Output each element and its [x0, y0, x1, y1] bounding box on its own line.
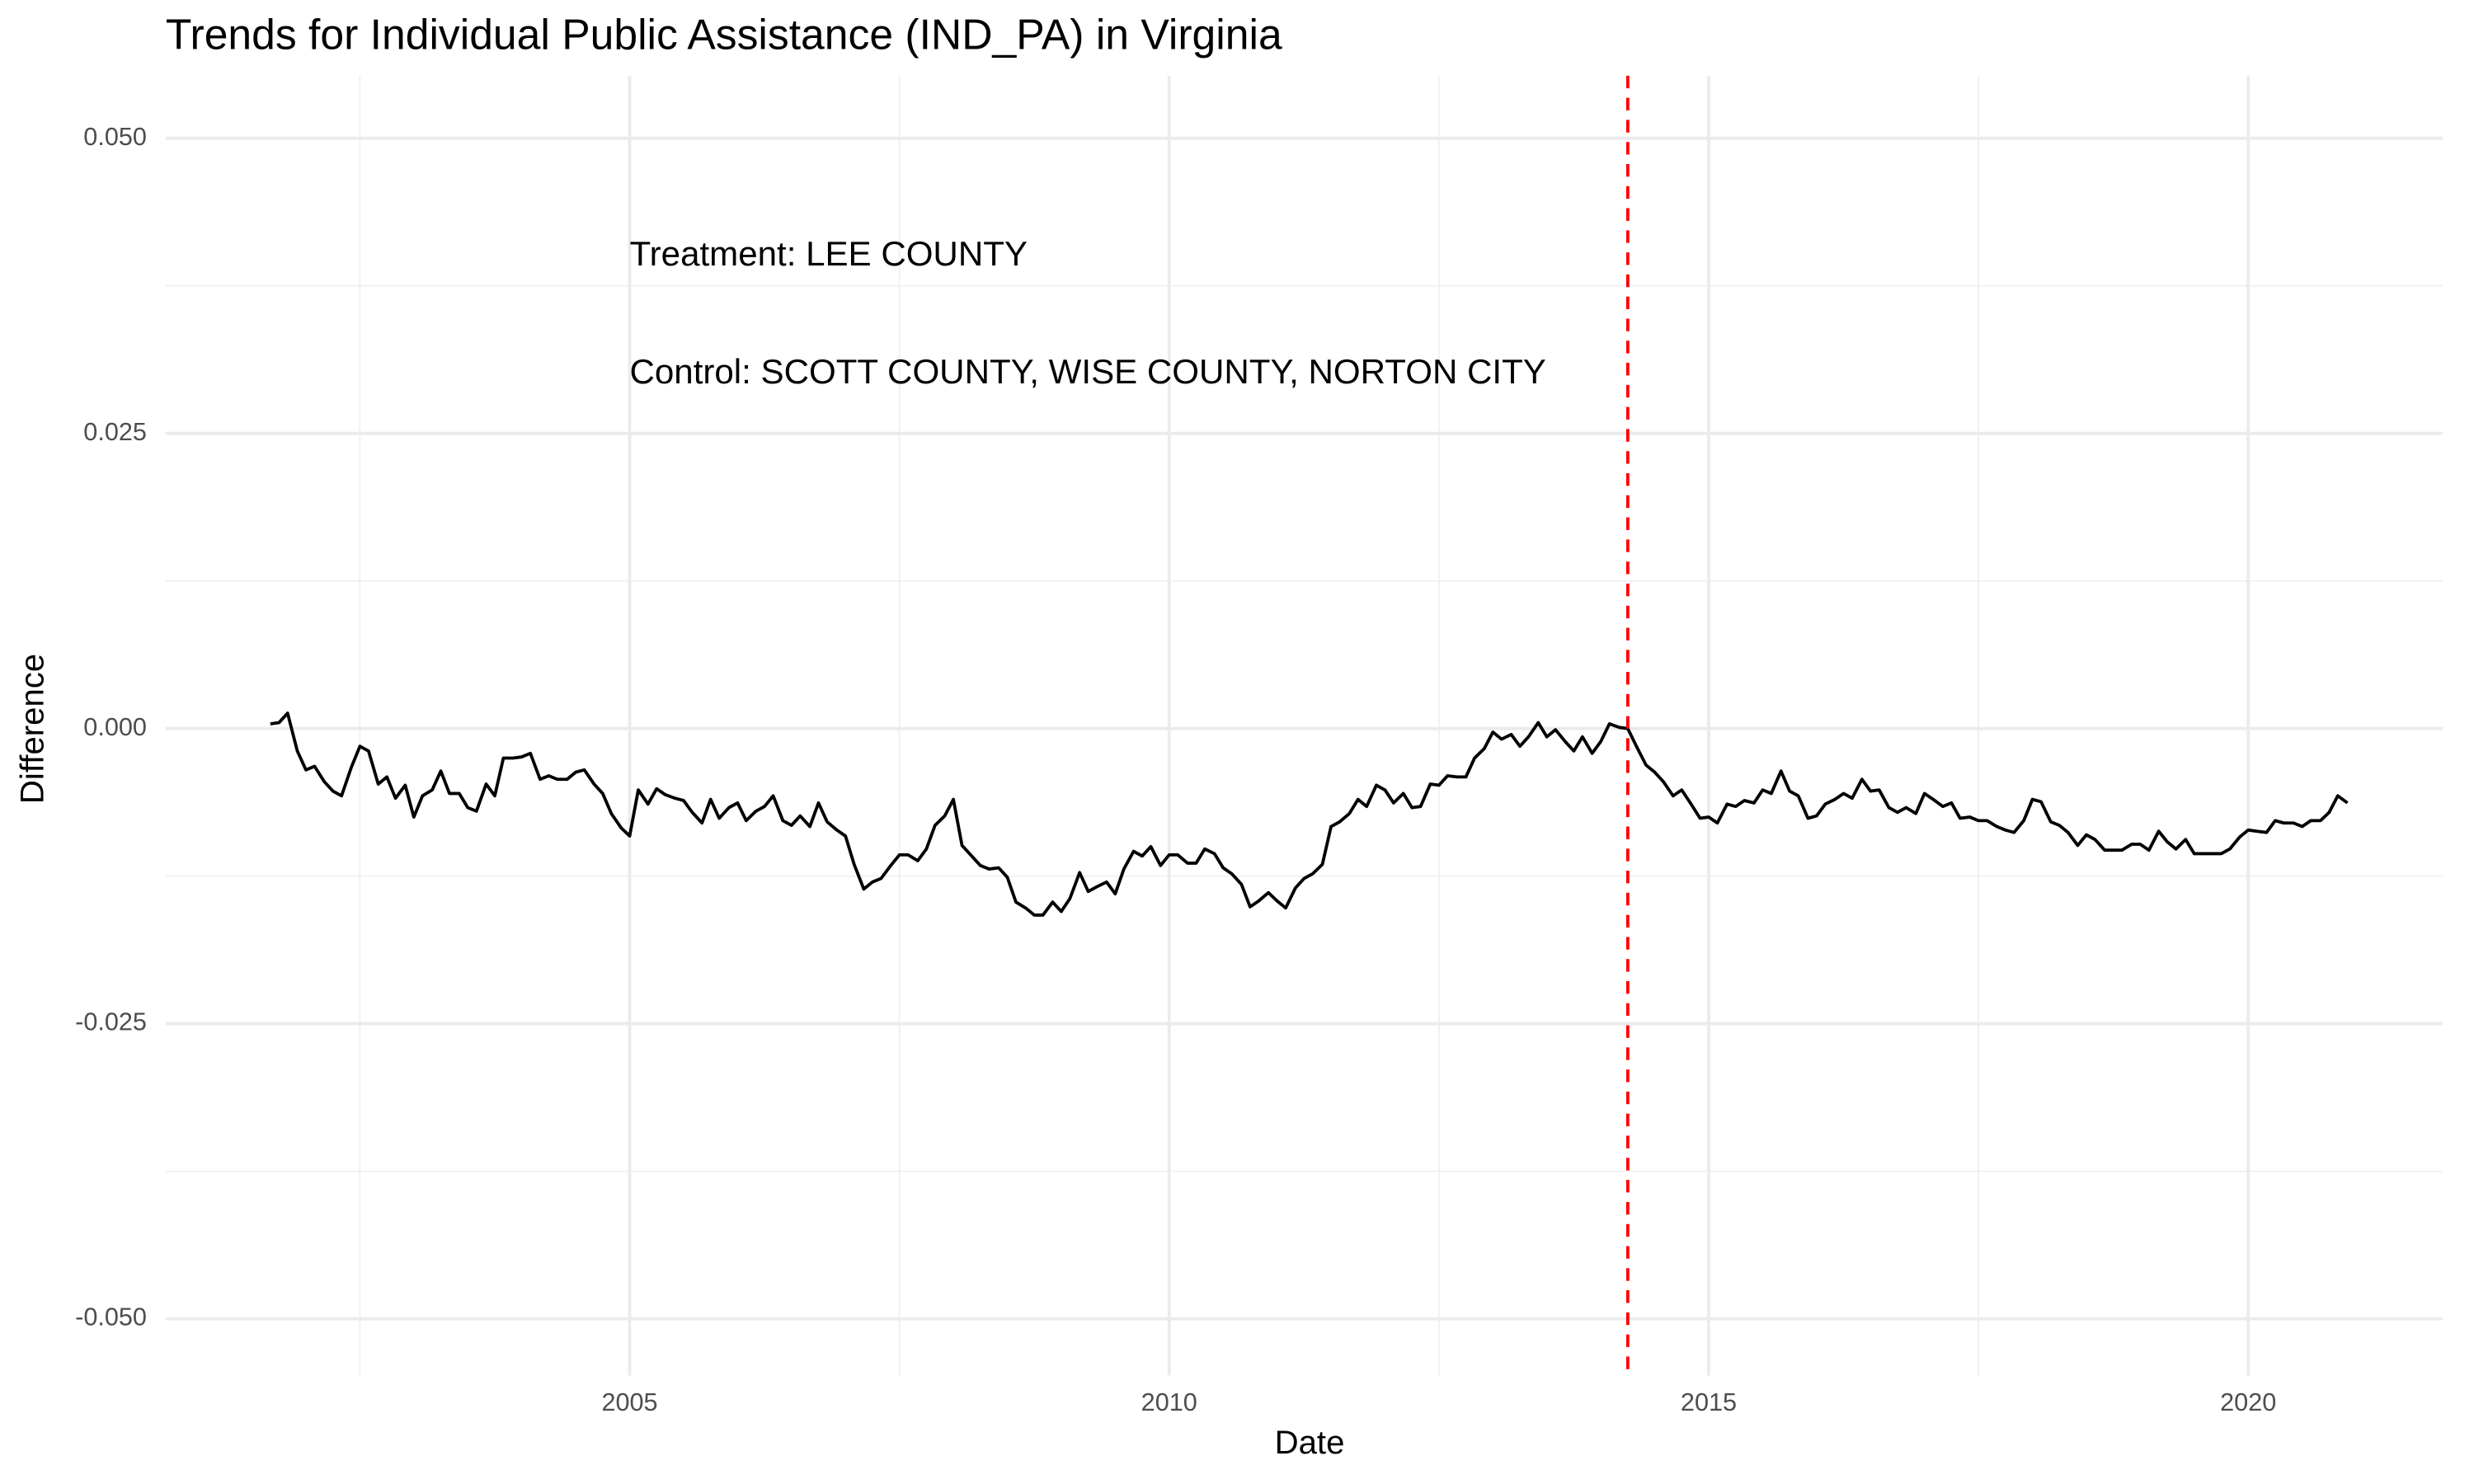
data-line [270, 711, 2349, 917]
y-axis-title: Difference [14, 654, 51, 804]
x-tick-label: 2020 [2220, 1388, 2276, 1416]
annotation: Treatment: LEE COUNTY [630, 234, 1028, 273]
y-tick-label: -0.050 [75, 1303, 147, 1331]
chart-title: Trends for Individual Public Assistance … [166, 11, 1282, 59]
x-tick-label: 2015 [1681, 1388, 1737, 1416]
y-tick-label: 0.000 [83, 713, 147, 741]
y-tick-label: 0.050 [83, 123, 147, 151]
plot-marks [270, 75, 2349, 1376]
annotation: Control: SCOTT COUNTY, WISE COUNTY, NORT… [630, 352, 1546, 391]
y-tick-label: 0.025 [83, 418, 147, 446]
x-tick-label: 2010 [1141, 1388, 1197, 1416]
x-axis-title: Date [1275, 1424, 1345, 1461]
x-tick-label: 2005 [601, 1388, 657, 1416]
grid [165, 75, 2443, 1376]
y-tick-label: -0.025 [75, 1008, 147, 1036]
